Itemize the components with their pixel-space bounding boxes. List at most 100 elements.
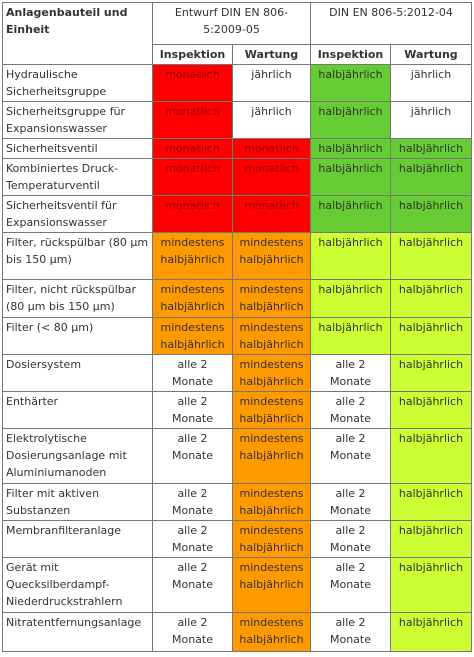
interval-cell: halbjährlich bbox=[390, 317, 472, 355]
interval-cell: halbjährlich bbox=[390, 428, 472, 484]
interval-cell: mindestens halbjährlich bbox=[232, 391, 311, 429]
table-row: Hydraulische Sicherheitsgruppe monatlich j… bbox=[2, 64, 472, 102]
row-label: Enthärter bbox=[2, 391, 153, 429]
interval-cell: mindestens halbjährlich bbox=[232, 428, 311, 484]
row-label: Kombiniertes Druck-Temperaturventil bbox=[2, 158, 153, 196]
interval-cell: mindestens halbjährlich bbox=[152, 317, 233, 355]
header-standard: DIN EN 806-5:2012-04 bbox=[310, 2, 472, 45]
interval-cell: monatlich bbox=[232, 138, 311, 159]
interval-cell: jährlich bbox=[390, 64, 472, 102]
interval-cell: halbjährlich bbox=[310, 195, 391, 233]
table-row: Filter mit aktiven Substanzen alle 2 Mona… bbox=[2, 483, 472, 521]
interval-cell: alle 2 Monate bbox=[152, 520, 233, 558]
interval-cell: halbjährlich bbox=[310, 158, 391, 196]
interval-cell: mindestens halbjährlich bbox=[232, 612, 311, 652]
interval-cell: mindestens halbjährlich bbox=[232, 317, 311, 355]
header-maintenance: Wartung bbox=[390, 44, 472, 65]
row-label: Sicherheitsventil für Expansionswasser bbox=[2, 195, 153, 233]
row-label: Filter, rückspülbar (80 µm bis 150 µm) bbox=[2, 232, 153, 280]
row-label: Sicherheitsgruppe für Expansionswasser bbox=[2, 101, 153, 139]
interval-cell: alle 2 Monate bbox=[310, 354, 391, 392]
row-label: Filter mit aktiven Substanzen bbox=[2, 483, 153, 521]
row-label: Membranfilteranlage bbox=[2, 520, 153, 558]
interval-cell: jährlich bbox=[232, 101, 311, 139]
interval-cell: alle 2 Monate bbox=[152, 354, 233, 392]
header-inspection: Inspektion bbox=[152, 44, 233, 65]
interval-cell: halbjährlich bbox=[310, 232, 391, 280]
interval-cell: mindestens halbjährlich bbox=[232, 520, 311, 558]
interval-cell: jährlich bbox=[390, 101, 472, 139]
interval-cell: jährlich bbox=[232, 64, 311, 102]
table-row: Filter, rückspülbar (80 µm bis 150 µm) mi… bbox=[2, 232, 472, 280]
interval-cell: mindestens halbjährlich bbox=[232, 232, 311, 280]
interval-cell: halbjährlich bbox=[390, 279, 472, 318]
interval-cell: halbjährlich bbox=[310, 138, 391, 159]
interval-cell: halbjährlich bbox=[310, 279, 391, 318]
interval-cell: halbjährlich bbox=[390, 483, 472, 521]
interval-cell: halbjährlich bbox=[390, 557, 472, 613]
table-row: Filter (< 80 µm) mindestens halbjährlich m… bbox=[2, 317, 472, 355]
interval-cell: alle 2 Monate bbox=[310, 520, 391, 558]
interval-cell: halbjährlich bbox=[390, 232, 472, 280]
interval-cell: halbjährlich bbox=[390, 612, 472, 652]
interval-cell: mindestens halbjährlich bbox=[232, 483, 311, 521]
table-row: Gerät mit Quecksilberdampf-Niederdruckst… bbox=[2, 557, 472, 613]
table-row: Filter, nicht rückspülbar (80 µm bis 150… bbox=[2, 279, 472, 318]
interval-cell: mindestens halbjährlich bbox=[232, 557, 311, 613]
row-label: Dosiersystem bbox=[2, 354, 153, 392]
row-label: Sicherheitsventil bbox=[2, 138, 153, 159]
interval-cell: monatlich bbox=[152, 158, 233, 196]
interval-cell: halbjährlich bbox=[390, 354, 472, 392]
interval-cell: mindestens halbjährlich bbox=[152, 279, 233, 318]
row-label: Gerät mit Quecksilberdampf-Niederdruckst… bbox=[2, 557, 153, 613]
interval-cell: halbjährlich bbox=[390, 195, 472, 233]
interval-cell: halbjährlich bbox=[390, 391, 472, 429]
header-component: Anlagenbauteil und Einheit bbox=[2, 2, 153, 65]
interval-cell: alle 2 Monate bbox=[310, 612, 391, 652]
row-label: Nitratentfernungsanlage bbox=[2, 612, 153, 652]
interval-cell: mindestens halbjährlich bbox=[232, 279, 311, 318]
interval-cell: monatlich bbox=[152, 138, 233, 159]
interval-cell: halbjährlich bbox=[390, 158, 472, 196]
interval-cell: alle 2 Monate bbox=[152, 483, 233, 521]
header-maintenance: Wartung bbox=[232, 44, 311, 65]
interval-cell: monatlich bbox=[232, 158, 311, 196]
table-row: Nitratentfernungsanlage alle 2 Monate mind… bbox=[2, 612, 472, 652]
interval-cell: mindestens halbjährlich bbox=[232, 354, 311, 392]
interval-cell: alle 2 Monate bbox=[152, 391, 233, 429]
interval-cell: alle 2 Monate bbox=[152, 612, 233, 652]
table-row: Membranfilteranlage alle 2 Monate mindeste… bbox=[2, 520, 472, 558]
table-row: Sicherheitsventil monatlich monatlich halbj… bbox=[2, 138, 472, 159]
interval-cell: alle 2 Monate bbox=[152, 428, 233, 484]
interval-cell: alle 2 Monate bbox=[152, 557, 233, 613]
interval-cell: halbjährlich bbox=[310, 317, 391, 355]
interval-cell: monatlich bbox=[152, 64, 233, 102]
interval-cell: monatlich bbox=[152, 195, 233, 233]
header-draft: Entwurf DIN EN 806-5:2009-05 bbox=[152, 2, 311, 45]
row-label: Filter (< 80 µm) bbox=[2, 317, 153, 355]
interval-cell: monatlich bbox=[152, 101, 233, 139]
header-inspection: Inspektion bbox=[310, 44, 391, 65]
interval-cell: alle 2 Monate bbox=[310, 483, 391, 521]
interval-cell: mindestens halbjährlich bbox=[152, 232, 233, 280]
interval-cell: halbjährlich bbox=[310, 101, 391, 139]
row-label: Filter, nicht rückspülbar (80 µm bis 150… bbox=[2, 279, 153, 318]
interval-cell: alle 2 Monate bbox=[310, 428, 391, 484]
table-row: Elektrolytische Dosierungsanlage mit Alu… bbox=[2, 428, 472, 484]
row-label: Hydraulische Sicherheitsgruppe bbox=[2, 64, 153, 102]
table-row: Sicherheitsventil für Expansionswasser mo… bbox=[2, 195, 472, 233]
table-row: Sicherheitsgruppe für Expansionswasser mo… bbox=[2, 101, 472, 139]
interval-cell: alle 2 Monate bbox=[310, 391, 391, 429]
interval-cell: alle 2 Monate bbox=[310, 557, 391, 613]
table-row: Kombiniertes Druck-Temperaturventil monat… bbox=[2, 158, 472, 196]
table-row: Enthärter alle 2 Monate mindestens halbjäh… bbox=[2, 391, 472, 429]
row-label: Elektrolytische Dosierungsanlage mit Alu… bbox=[2, 428, 153, 484]
table-row: Dosiersystem alle 2 Monate mindestens halb… bbox=[2, 354, 472, 392]
table-body: Hydraulische Sicherheitsgruppe monatlich j… bbox=[2, 64, 472, 652]
interval-cell: halbjährlich bbox=[310, 64, 391, 102]
interval-cell: halbjährlich bbox=[390, 520, 472, 558]
interval-cell: monatlich bbox=[232, 195, 311, 233]
interval-cell: halbjährlich bbox=[390, 138, 472, 159]
